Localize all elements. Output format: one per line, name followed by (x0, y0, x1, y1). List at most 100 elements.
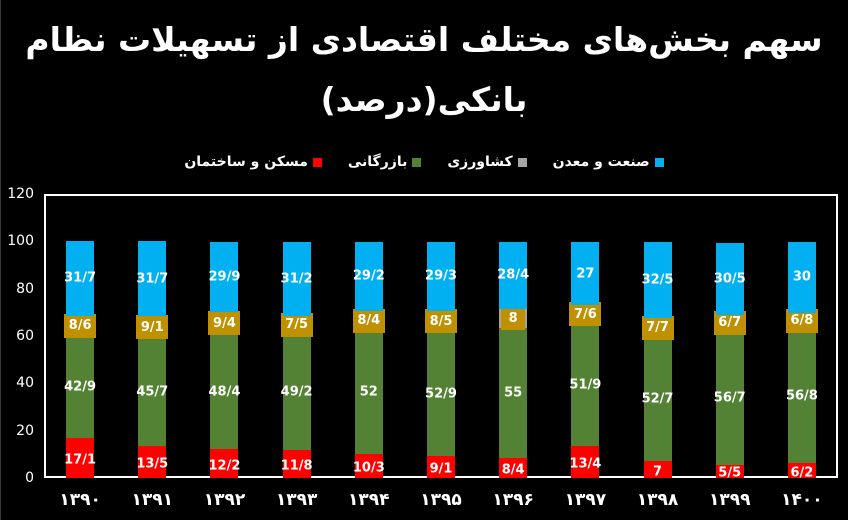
data-label-housing: 8/4 (501, 462, 525, 478)
legend-item-housing: مسکن و ساختمان (184, 154, 322, 170)
legend-label-commerce: بازرگانی (347, 154, 408, 170)
data-label-industry: 28/4 (497, 267, 530, 283)
x-tick-label: ۱۴۰۰ (781, 490, 823, 510)
data-label-industry: 32/5 (641, 272, 674, 288)
y-tick-label: 100 (7, 233, 34, 250)
data-label-agriculture: 8/6 (64, 313, 97, 338)
data-label-agriculture: 7/5 (280, 312, 313, 337)
data-label-industry: 30/5 (713, 271, 746, 287)
bar-segment-industry (715, 242, 744, 315)
legend-label-housing: مسکن و ساختمان (184, 154, 308, 170)
bar-segment-housing (571, 446, 600, 478)
x-tick-label: ۱۳۹۲ (203, 490, 246, 510)
bar-segment-industry (427, 241, 455, 312)
data-label-commerce: 52 (359, 384, 378, 400)
legend-item-agriculture: کشاورزی (447, 154, 527, 170)
chart-legend: صنعت و معدن کشاورزی بازرگانی مسکن و ساخت… (0, 154, 848, 170)
legend-item-industry: صنعت و معدن (553, 154, 664, 170)
data-label-agriculture: 8/5 (425, 309, 457, 334)
y-tick-label: 120 (7, 186, 34, 202)
data-label-industry: 29/3 (425, 268, 457, 284)
bar-segment-commerce (499, 327, 528, 459)
x-tick-label: ۱۳۹۸ (636, 490, 679, 510)
bar-segment-housing (427, 456, 455, 478)
data-label-industry: 31/7 (64, 270, 97, 286)
bar-segment-housing (354, 453, 383, 478)
x-tick-label: ۱۳۹۳ (275, 490, 318, 510)
data-label-industry: 29/2 (352, 268, 385, 284)
x-tick-label: ۱۳۹۷ (564, 490, 607, 510)
data-label-commerce: 52/9 (425, 386, 457, 402)
data-label-commerce: 56/8 (785, 388, 818, 404)
legend-swatch-agriculture (517, 157, 527, 167)
legend-swatch-housing (312, 157, 322, 167)
data-label-housing: 17/1 (64, 452, 97, 468)
bar-segment-housing (499, 458, 528, 478)
data-label-industry: 31/7 (136, 271, 169, 287)
bar-segment-commerce (643, 336, 672, 462)
bar-segment-industry (210, 241, 239, 313)
data-label-housing: 5/5 (718, 465, 742, 481)
data-label-housing: 6/2 (790, 465, 814, 481)
x-tick-label: ۱۳۹۹ (708, 490, 751, 510)
data-label-industry: 31/2 (280, 271, 313, 287)
bar-segment-commerce (66, 336, 95, 438)
data-label-agriculture: 8/4 (352, 308, 385, 333)
x-tick-label: ۱۳۹۶ (492, 490, 534, 510)
data-label-housing: 11/8 (280, 458, 313, 474)
bar-segment-commerce (138, 337, 167, 447)
y-tick-label: 0 (25, 470, 34, 486)
bar-segment-commerce (354, 330, 383, 454)
x-tick-label: ۱۳۹۱ (131, 490, 174, 510)
data-label-agriculture: 6/8 (785, 308, 818, 333)
bar-segment-commerce (210, 334, 239, 450)
data-label-commerce: 51/9 (569, 377, 602, 393)
bar-segment-commerce (715, 330, 744, 465)
bar-segment-industry (499, 241, 528, 309)
y-tick-label: 40 (16, 375, 34, 392)
data-label-industry: 29/9 (208, 269, 241, 285)
data-label-commerce: 55 (504, 385, 523, 401)
legend-label-industry: صنعت و معدن (552, 154, 650, 170)
x-tick-label: ۱۳۹۵ (420, 490, 462, 510)
data-label-commerce: 48/4 (208, 384, 241, 400)
data-label-industry: 27 (576, 266, 595, 282)
legend-swatch-commerce (412, 157, 422, 167)
bar-segment-housing (66, 437, 95, 478)
bar-segment-commerce (787, 328, 816, 464)
data-label-housing: 13/4 (569, 456, 602, 472)
legend-swatch-industry (654, 157, 664, 167)
y-tick-label: 20 (16, 422, 34, 439)
data-label-agriculture: 9/1 (136, 315, 169, 340)
bar-segment-industry (66, 240, 95, 316)
data-label-commerce: 56/7 (713, 390, 746, 406)
bar-segment-housing (282, 450, 311, 478)
x-tick-label: ۱۳۹۴ (348, 490, 390, 510)
bar-segment-housing (715, 464, 744, 478)
y-tick-label: 80 (16, 280, 34, 297)
data-label-agriculture: 7/7 (641, 315, 674, 340)
chart-title-line-2: بانکی(درصد) (320, 80, 528, 119)
bar-segment-industry (138, 241, 167, 317)
data-label-agriculture: 9/4 (208, 311, 241, 336)
legend-item-commerce: بازرگانی (347, 154, 422, 170)
data-label-housing: 9/1 (429, 461, 453, 477)
data-label-commerce: 42/9 (64, 379, 97, 395)
bar-segment-industry (282, 242, 311, 316)
chart-title-line-1: سهم بخش‌های مختلف اقتصادی از تسهیلات نظا… (25, 20, 823, 59)
data-label-commerce: 45/7 (136, 384, 169, 400)
data-label-housing: 7 (653, 464, 663, 480)
bar-segment-commerce (571, 323, 600, 447)
bar-segment-commerce (282, 333, 311, 451)
image-left-edge (0, 0, 1, 520)
data-label-industry: 30 (792, 269, 811, 285)
bar-segment-industry (571, 241, 600, 306)
bar-segment-industry (643, 241, 672, 319)
bar-segment-housing (643, 461, 672, 478)
bar-segment-housing (210, 449, 239, 478)
data-label-agriculture: 8 (501, 306, 526, 331)
data-label-commerce: 49/2 (280, 384, 313, 400)
bar-segment-housing (138, 446, 167, 478)
data-label-commerce: 52/7 (641, 391, 674, 407)
x-tick-label: ۱۳۹۰ (59, 490, 101, 510)
